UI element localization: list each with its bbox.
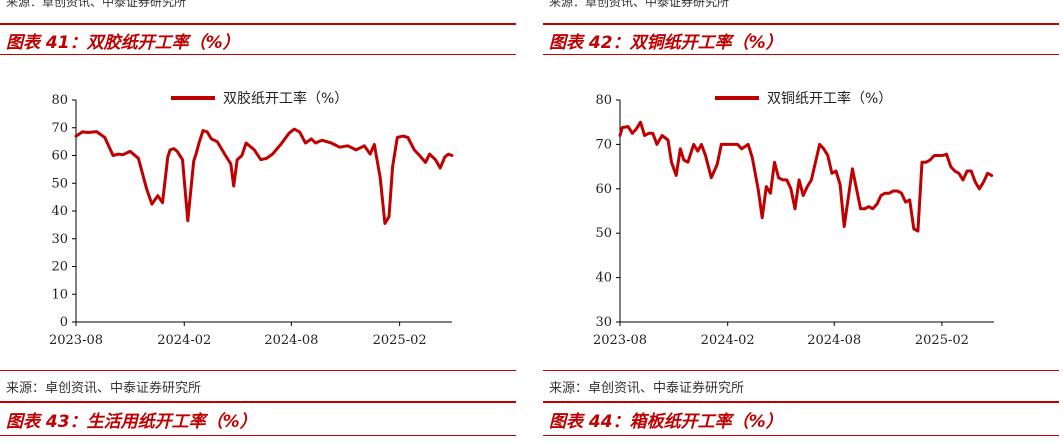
- title-rule-top: [543, 23, 1059, 25]
- x-tick-label: 2024-02: [157, 333, 211, 348]
- bottom-source-note: 来源：卓创资讯、中泰证券研究所: [549, 381, 745, 396]
- y-tick-label: 40: [51, 204, 68, 219]
- y-tick-label: 70: [51, 121, 68, 136]
- bottom-source-note: 来源：卓创资讯、中泰证券研究所: [6, 381, 202, 396]
- series-line: [74, 127, 454, 225]
- chart-panel-right: 来源：卓创资讯、中泰证券研究所 图表 42：双铜纸开工率（%） 30 40 50 60…: [543, 0, 1059, 442]
- line-chart-coated-paper: 30 40 50 60 70 80 2023-08 2024-02 2024-08 2025-02…: [593, 90, 994, 348]
- source-rule-top: [0, 370, 516, 371]
- x-tick-label: 2024-08: [807, 333, 861, 348]
- figure-title-42: 图表 42：双铜纸开工率（%）: [549, 33, 783, 53]
- title-rule-top: [0, 23, 516, 25]
- next-title-rule-bottom: [543, 435, 1059, 436]
- x-tick-label: 2024-02: [701, 333, 755, 348]
- next-title-rule-top: [543, 401, 1059, 403]
- next-title-rule-top: [0, 401, 516, 403]
- x-tick-label: 2023-08: [49, 333, 103, 348]
- legend-label: 双胶纸开工率（%）: [223, 90, 348, 107]
- series-line: [618, 120, 994, 233]
- x-tick-label: 2024-08: [264, 333, 318, 348]
- y-tick-label: 80: [51, 93, 68, 108]
- y-tick-label: 30: [595, 315, 612, 330]
- y-tick-label: 60: [51, 149, 68, 164]
- figure-title-43: 图表 43：生活用纸开工率（%）: [6, 412, 257, 432]
- y-tick-label: 10: [51, 287, 68, 302]
- top-source-note: 来源：卓创资讯、中泰证券研究所: [6, 0, 187, 9]
- y-tick-label: 50: [595, 226, 612, 241]
- next-title-rule-bottom: [0, 435, 516, 436]
- legend-label: 双铜纸开工率（%）: [767, 90, 892, 107]
- top-source-note: 来源：卓创资讯、中泰证券研究所: [549, 0, 730, 9]
- y-tick-label: 60: [595, 182, 612, 197]
- line-chart-double-offset-paper: 0 10 20 30 40 50 60 70 80 2023-08 2024-02 2024-08 20…: [49, 90, 454, 348]
- y-tick-label: 20: [51, 260, 68, 275]
- y-tick-label: 0: [60, 315, 68, 330]
- x-tick-label: 2025-02: [915, 333, 969, 348]
- y-tick-label: 40: [595, 271, 612, 286]
- y-tick-label: 70: [595, 137, 612, 152]
- title-rule-bottom: [543, 54, 1059, 55]
- x-tick-label: 2023-08: [593, 333, 647, 348]
- figure-title-44: 图表 44：箱板纸开工率（%）: [549, 412, 783, 432]
- y-tick-label: 80: [595, 93, 612, 108]
- source-rule-top: [543, 370, 1059, 371]
- x-tick-label: 2025-02: [373, 333, 427, 348]
- chart-panel-left: 来源：卓创资讯、中泰证券研究所 图表 41：双胶纸开工率（%） 0 10 20 30 4…: [0, 0, 516, 442]
- figure-title-41: 图表 41：双胶纸开工率（%）: [6, 33, 240, 53]
- y-tick-label: 30: [51, 232, 68, 247]
- y-tick-label: 50: [51, 176, 68, 191]
- title-rule-bottom: [0, 54, 516, 55]
